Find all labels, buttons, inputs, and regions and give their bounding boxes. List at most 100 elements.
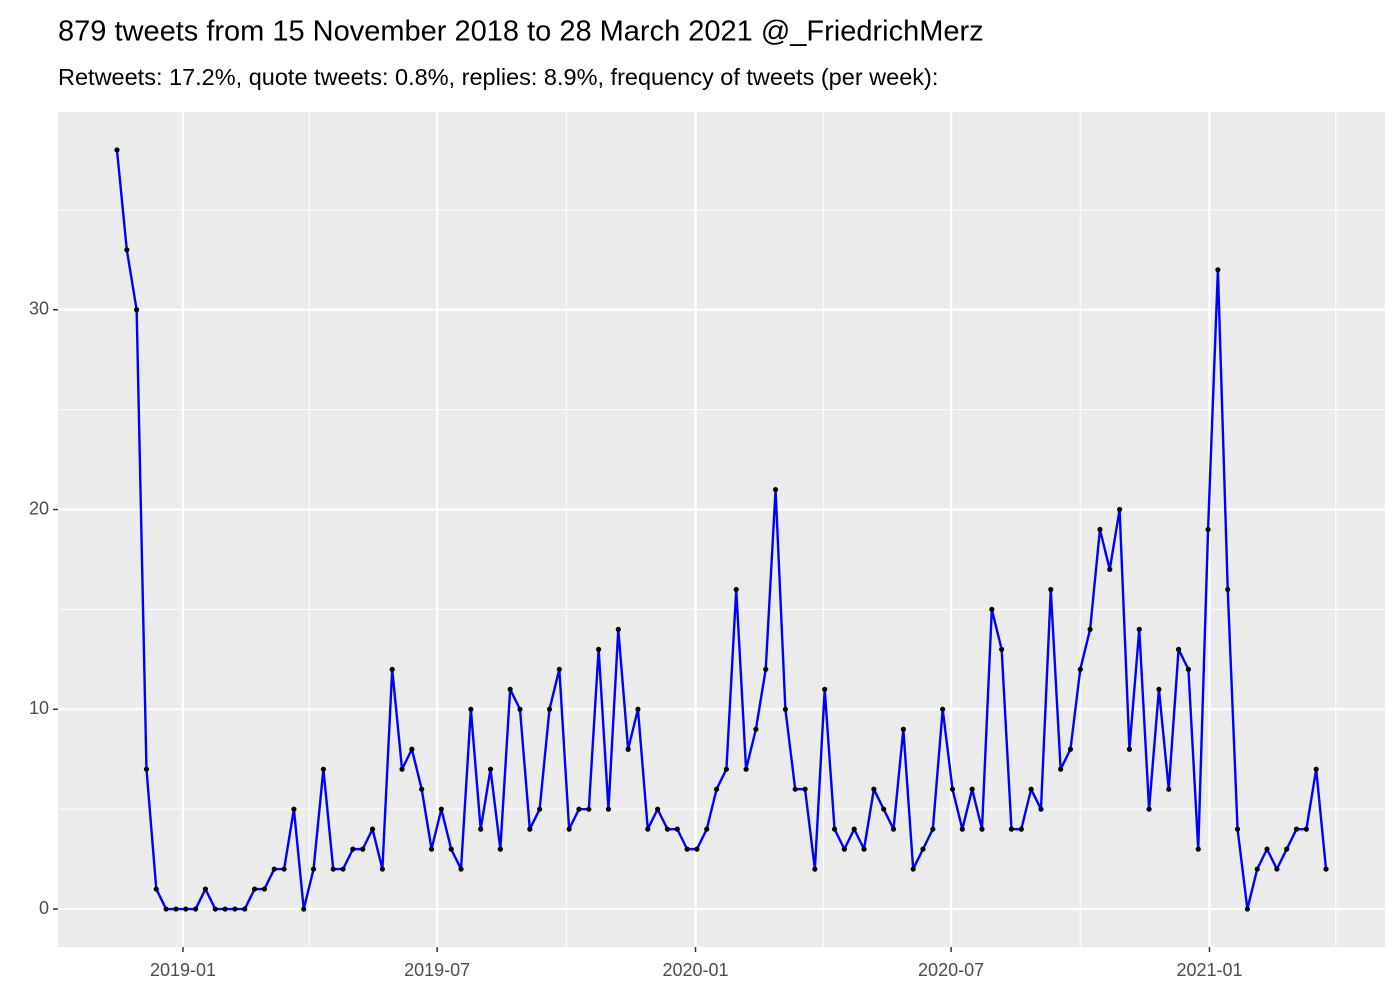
data-point (910, 866, 916, 872)
data-point (625, 746, 631, 752)
data-point (763, 666, 769, 672)
data-point (566, 826, 572, 832)
data-point (1225, 586, 1231, 593)
series-line (115, 149, 1328, 911)
data-point (124, 247, 130, 253)
data-point (448, 846, 454, 852)
data-point (1048, 586, 1054, 593)
data-point (163, 906, 169, 912)
data-point (1175, 646, 1182, 652)
data-point (1254, 866, 1260, 872)
data-point (517, 706, 523, 712)
data-point (782, 706, 788, 712)
data-point (1215, 267, 1221, 273)
data-point (537, 806, 543, 812)
data-point (1087, 626, 1093, 632)
data-point (822, 686, 828, 692)
data-point (1284, 846, 1290, 852)
data-point (527, 826, 533, 832)
data-point (242, 906, 248, 912)
data-point (546, 706, 553, 712)
data-point (949, 786, 956, 792)
data-point (694, 846, 700, 852)
data-point (615, 626, 621, 632)
data-point (635, 706, 641, 712)
y-tick-label: 0 (39, 898, 49, 918)
data-point (851, 826, 857, 832)
data-point (890, 826, 897, 832)
plot-panel (58, 112, 1385, 947)
data-point (1136, 626, 1142, 632)
data-point (1323, 866, 1329, 872)
data-point (586, 806, 592, 812)
data-point (1117, 506, 1123, 513)
data-point (1058, 766, 1064, 772)
data-point (792, 786, 798, 792)
data-point (379, 866, 385, 872)
x-tick-label: 2019-01 (150, 960, 216, 980)
data-point (1018, 826, 1024, 832)
data-point (232, 906, 238, 912)
data-point (684, 846, 690, 852)
data-point (596, 646, 602, 652)
data-point (645, 826, 651, 832)
data-point (1264, 846, 1270, 852)
data-point (1185, 666, 1192, 672)
chart-title: 879 tweets from 15 November 2018 to 28 M… (58, 16, 984, 48)
data-point (350, 846, 356, 852)
data-point (369, 826, 376, 832)
data-point (1156, 686, 1162, 692)
data-point (861, 846, 867, 852)
data-point (438, 806, 444, 812)
data-point (655, 806, 661, 812)
data-point (419, 786, 425, 792)
y-tick-label: 10 (29, 698, 49, 718)
data-point (183, 906, 189, 912)
data-point (704, 826, 710, 832)
data-point (733, 586, 739, 593)
data-point (920, 846, 926, 852)
data-point (143, 766, 150, 772)
data-point (301, 906, 307, 912)
data-point (389, 666, 395, 672)
data-point (271, 866, 277, 872)
data-point (940, 706, 946, 712)
x-tick-label: 2019-07 (404, 960, 470, 980)
data-point (320, 766, 326, 772)
data-point (1067, 746, 1074, 752)
chart-subtitle: Retweets: 17.2%, quote tweets: 0.8%, rep… (58, 64, 938, 90)
data-point (605, 806, 612, 812)
data-point (222, 906, 228, 912)
data-point (507, 686, 513, 692)
data-point (478, 826, 484, 832)
data-point (1107, 566, 1113, 573)
x-tick-label: 2021-01 (1176, 960, 1242, 980)
data-point (576, 806, 582, 812)
data-point (556, 666, 562, 672)
data-point (458, 866, 464, 872)
data-point (173, 906, 179, 912)
data-point (310, 866, 317, 872)
data-point (281, 866, 287, 872)
data-point (1166, 786, 1172, 792)
data-point (723, 766, 730, 772)
data-point (1097, 526, 1103, 533)
data-point (664, 826, 671, 832)
data-point (802, 786, 808, 792)
x-tick-label: 2020-01 (662, 960, 728, 980)
data-point (753, 726, 759, 732)
data-point (487, 766, 494, 772)
data-point (468, 706, 474, 712)
data-point (979, 826, 985, 832)
data-point (772, 486, 779, 493)
data-point (1028, 786, 1034, 792)
data-point (193, 906, 199, 912)
data-point (1205, 526, 1211, 533)
x-tick-label: 2020-07 (918, 960, 984, 980)
data-point (212, 906, 218, 912)
data-point (989, 606, 995, 613)
data-point (1038, 806, 1044, 812)
data-point (959, 826, 965, 832)
data-point (340, 866, 346, 872)
